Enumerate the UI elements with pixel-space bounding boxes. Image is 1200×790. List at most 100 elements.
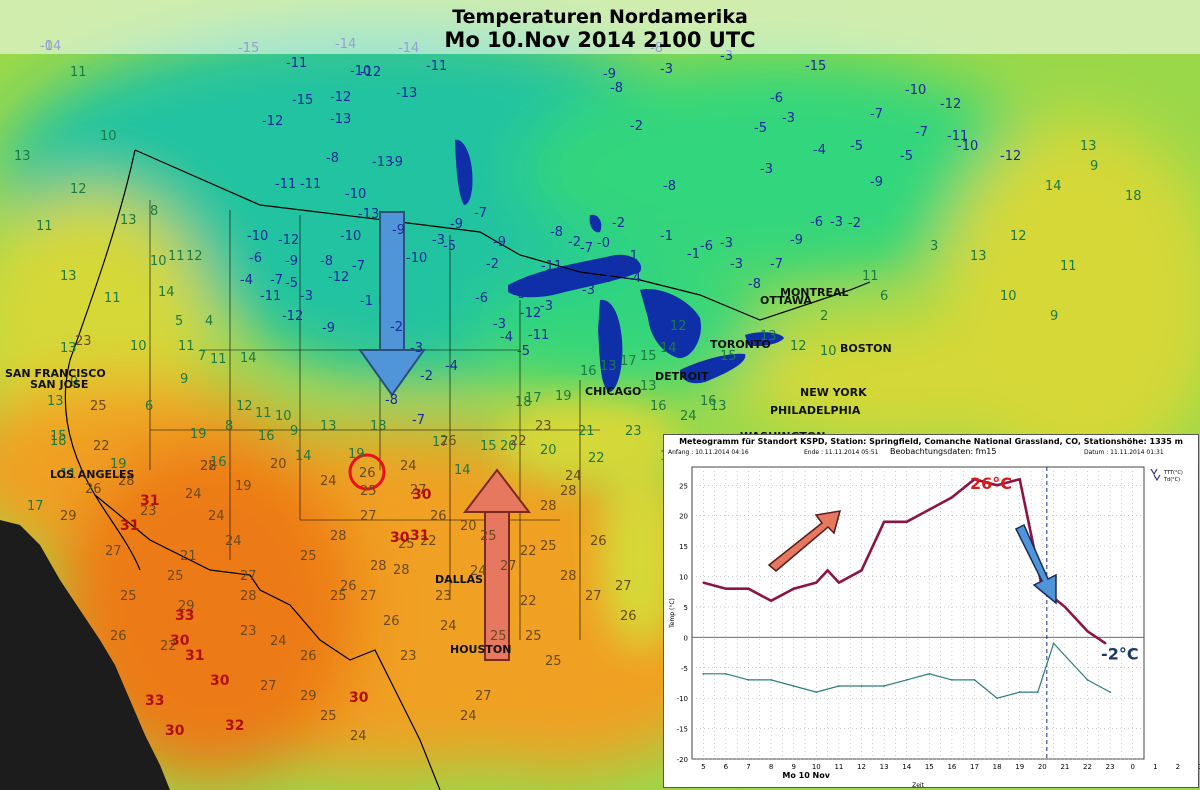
temp-label-mild: 14 bbox=[158, 285, 175, 300]
temp-label-mild: 13 bbox=[14, 149, 31, 164]
temp-label-mild: 11 bbox=[60, 467, 77, 482]
temp-label-mild: 6 bbox=[880, 289, 888, 304]
x-tick-label: 23 bbox=[1106, 763, 1115, 771]
y-tick-label: 15 bbox=[679, 543, 688, 551]
temp-label-warm: 24 bbox=[565, 469, 582, 484]
temp-label-cold: -3 bbox=[540, 299, 553, 314]
temp-label-warm: 24 bbox=[208, 509, 225, 524]
temp-label-mild: 11 bbox=[1060, 259, 1077, 274]
temp-label-mild: 3 bbox=[930, 239, 938, 254]
temp-label-cold: -12 bbox=[520, 306, 541, 321]
temp-label-warm: 23 bbox=[240, 624, 257, 639]
temp-label-cold: -11 bbox=[260, 289, 281, 304]
data-point bbox=[951, 679, 953, 681]
temp-label-cold: -4 bbox=[445, 359, 458, 374]
temp-label-cold: -8 bbox=[385, 393, 398, 408]
data-point bbox=[826, 569, 829, 572]
x-tick-label: 11 bbox=[834, 763, 843, 771]
temp-label-cold: -7 bbox=[352, 259, 365, 274]
annotation-low: -2°C bbox=[1101, 645, 1139, 664]
temp-label-cold: -10 bbox=[247, 229, 268, 244]
city-detroit: DETROIT bbox=[655, 370, 709, 383]
temp-label-warm: 26 bbox=[440, 434, 457, 449]
temp-label-warm: 25 bbox=[320, 709, 337, 724]
temp-label-cold: -3 bbox=[782, 111, 795, 126]
data-point bbox=[725, 672, 727, 675]
data-point bbox=[928, 508, 931, 511]
temp-label-mild: 9 bbox=[290, 424, 298, 439]
lake-nipigon bbox=[589, 214, 602, 233]
temp-label-mild: 16 bbox=[700, 394, 717, 409]
data-point bbox=[1086, 679, 1089, 681]
temp-label-warm: 25 bbox=[490, 629, 507, 644]
temp-label-warm: 29 bbox=[178, 599, 195, 614]
temp-label-mild: 13 bbox=[1080, 139, 1097, 154]
temp-label-cold: -9 bbox=[322, 321, 335, 336]
temp-label-cold: -11 bbox=[286, 56, 307, 71]
temp-label-cold: -8 bbox=[610, 81, 623, 96]
temp-label-cold: -9 bbox=[603, 67, 616, 82]
temp-label-cold: -5 bbox=[900, 149, 913, 164]
temp-label-warm: 24 bbox=[225, 534, 242, 549]
x-tick-label: 18 bbox=[993, 763, 1002, 771]
x-tick-label: 20 bbox=[1038, 763, 1047, 771]
temp-label-warm: 25 bbox=[525, 629, 542, 644]
temp-label-mild: 17 bbox=[432, 435, 449, 450]
temp-label-mild: 17 bbox=[525, 391, 542, 406]
temp-label-mild: 18 bbox=[1125, 189, 1142, 204]
highlight-temp-label: 26 bbox=[359, 466, 376, 481]
x-tick-label: 0 bbox=[1130, 763, 1134, 771]
data-point bbox=[860, 685, 863, 687]
temp-label-mild: 2 bbox=[820, 309, 828, 324]
temp-label-warm: 28 bbox=[560, 484, 577, 499]
temp-label-warm: 20 bbox=[460, 519, 477, 534]
x-tick-label: 9 bbox=[791, 763, 795, 771]
temp-label-cold: -8 bbox=[663, 179, 676, 194]
temp-label-warm: 28 bbox=[560, 569, 577, 584]
temp-label-warm: 23 bbox=[435, 589, 452, 604]
data-point bbox=[838, 581, 840, 584]
temp-label-hot: 33 bbox=[145, 693, 164, 709]
temp-label-mild: 13 bbox=[640, 379, 657, 394]
lake-superior bbox=[508, 254, 642, 298]
temp-label-cold: -4 bbox=[500, 330, 513, 345]
lake-winnipeg bbox=[455, 139, 473, 205]
city-san-jose: SAN JOSE bbox=[30, 378, 88, 391]
temp-label-warm: 26 bbox=[590, 534, 607, 549]
temp-label-mild: 20 bbox=[540, 443, 557, 458]
temp-label-mild: 11 bbox=[104, 291, 121, 306]
temp-label-warm: 27 bbox=[615, 579, 632, 594]
y-tick-label: 20 bbox=[679, 513, 688, 521]
temp-label-cold: -9 bbox=[390, 155, 403, 170]
temp-label-cold: -12 bbox=[940, 97, 961, 112]
data-point bbox=[1064, 606, 1066, 608]
temp-label-warm: 22 bbox=[420, 534, 437, 549]
data-point bbox=[883, 520, 885, 523]
temp-label-warm: 25 bbox=[360, 484, 377, 499]
temp-label-mild: 13 bbox=[60, 269, 77, 284]
temp-label-warm: 25 bbox=[480, 529, 497, 544]
temp-label-mild: 14 bbox=[1045, 179, 1062, 194]
temp-label-hot: 31 bbox=[185, 648, 204, 664]
temp-label-cold: -2 bbox=[390, 320, 403, 335]
temp-label-cold: -2 bbox=[612, 216, 625, 231]
us-mexico-border bbox=[94, 494, 441, 790]
y-tick-label: 25 bbox=[679, 482, 688, 490]
temp-label-warm: 26 bbox=[620, 609, 637, 624]
temp-label-warm: 24 bbox=[440, 619, 457, 634]
temp-label-mild: 18 bbox=[515, 395, 532, 410]
temp-label-warm: 25 bbox=[398, 537, 415, 552]
temp-label-mild: 18 bbox=[50, 434, 67, 449]
temp-label-mild: 11 bbox=[70, 65, 87, 80]
temp-label-cold: -2 bbox=[568, 235, 581, 250]
data-point bbox=[702, 581, 705, 584]
temp-label-mild: 8 bbox=[225, 419, 233, 434]
data-point bbox=[928, 672, 931, 675]
temp-label-cold: -12 bbox=[278, 233, 299, 248]
temp-label-cold: -11 bbox=[300, 177, 321, 192]
temp-label-warm: 22 bbox=[520, 594, 537, 609]
temp-label-cold: -3 bbox=[582, 283, 595, 298]
temp-label-cold: -9 bbox=[392, 223, 405, 238]
